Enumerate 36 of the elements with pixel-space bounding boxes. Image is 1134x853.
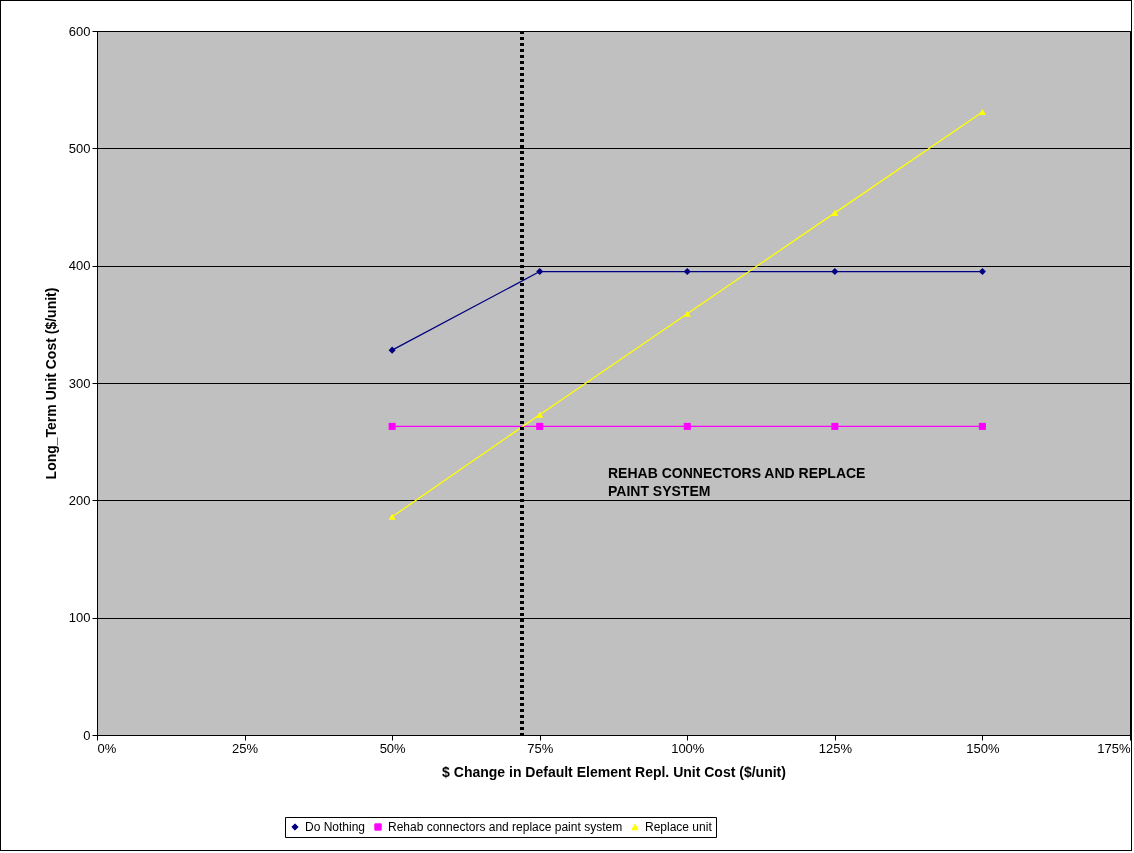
x-tick-label: 75% <box>527 740 554 756</box>
annotation: REHAB CONNECTORS AND REPLACE PAINT SYSTEM <box>608 465 866 499</box>
x-tick-label: 100% <box>671 740 705 756</box>
y-tick-label: 600 <box>68 23 91 39</box>
point <box>388 513 396 520</box>
point <box>536 422 544 430</box>
y-tick-label: 400 <box>68 258 91 274</box>
y-axis-title: Long_Term Unit Cost ($/unit) <box>42 287 59 480</box>
point <box>978 422 986 430</box>
y-tick-label: 100 <box>68 610 91 626</box>
x-tick-label: 175% <box>1097 740 1131 756</box>
point <box>683 268 691 276</box>
y-tick-label: 200 <box>68 492 91 508</box>
x-tick-label: 150% <box>966 740 1000 756</box>
y-tick-label: 0 <box>83 727 91 743</box>
point <box>978 268 986 276</box>
x-tick-label: 0% <box>97 740 117 756</box>
x-tick-label: 125% <box>818 740 853 756</box>
legend-label: Do Nothing <box>305 820 366 834</box>
point <box>831 268 839 276</box>
legend-label: Rehab connectors and replace paint system <box>388 820 623 834</box>
point <box>536 268 544 276</box>
point <box>683 422 691 430</box>
x-tick-label: 25% <box>232 740 259 756</box>
point <box>388 346 396 354</box>
point <box>683 310 691 317</box>
x-axis-title: $ Change in Default Element Repl. Unit Cost ($/unit) <box>442 763 786 780</box>
point <box>388 422 396 430</box>
y-tick-label: 500 <box>68 140 91 156</box>
point <box>536 411 544 418</box>
legend-label: Replace unit <box>645 820 713 834</box>
point <box>978 108 986 116</box>
x-tick-label: 50% <box>379 740 407 756</box>
point <box>831 209 839 216</box>
y-tick-label: 300 <box>68 375 91 391</box>
point <box>831 422 839 430</box>
